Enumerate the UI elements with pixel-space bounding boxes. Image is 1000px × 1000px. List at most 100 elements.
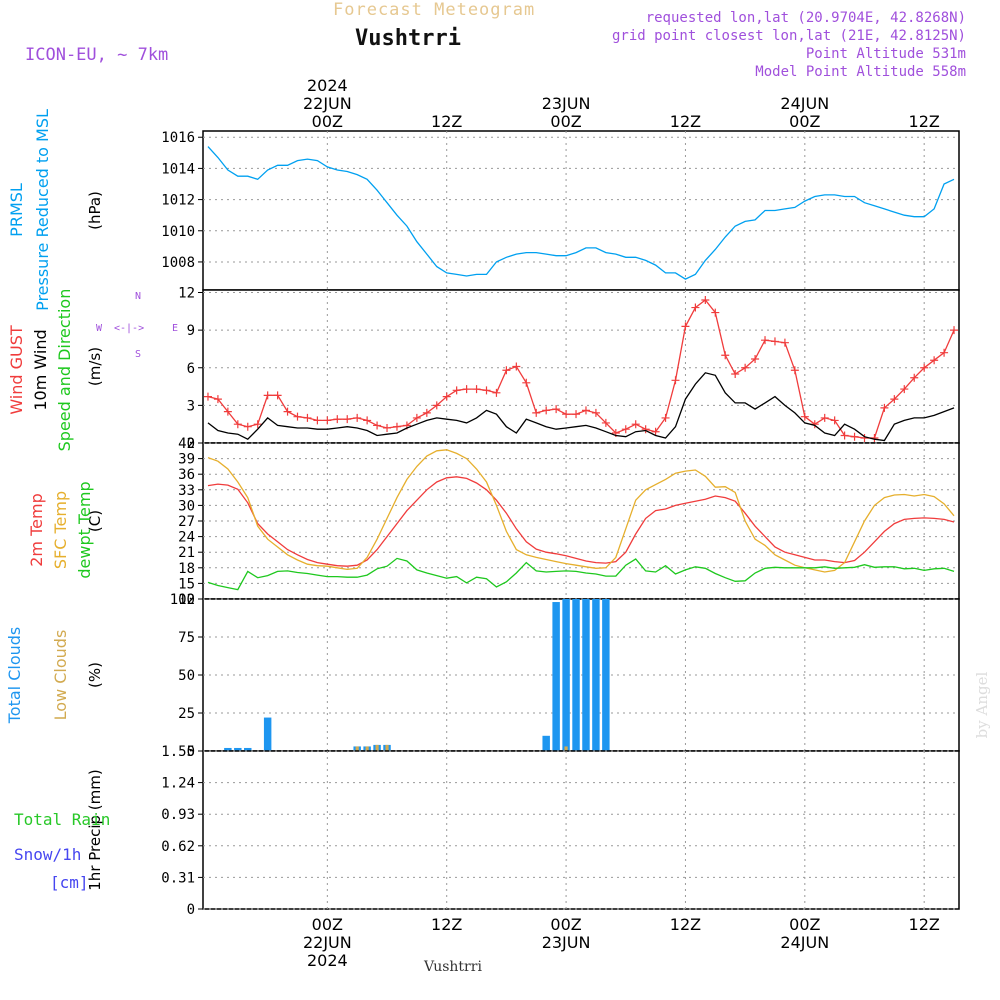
gust-marker bbox=[562, 410, 571, 419]
wind-compass-label: E bbox=[172, 323, 178, 334]
precip-tick-label: 0.62 bbox=[161, 839, 195, 855]
gust-marker bbox=[502, 366, 511, 375]
t2m-label: 2m Temp bbox=[27, 493, 46, 567]
gust-marker bbox=[283, 407, 292, 416]
gust-marker bbox=[353, 413, 362, 422]
gust-marker bbox=[790, 366, 799, 375]
clouds-tick-label: 75 bbox=[178, 630, 195, 646]
wind-series-0 bbox=[207, 299, 955, 439]
gust-marker bbox=[263, 391, 272, 400]
gust-marker bbox=[910, 373, 919, 382]
top-time-label: 12Z bbox=[909, 112, 940, 131]
clouds-bar bbox=[552, 602, 560, 751]
gust-marker bbox=[223, 407, 232, 416]
gust-marker bbox=[800, 412, 809, 421]
wind-compass-label: N bbox=[135, 291, 141, 302]
gust-marker bbox=[840, 431, 849, 440]
gust-marker bbox=[313, 416, 322, 425]
gust-marker bbox=[432, 401, 441, 410]
clouds-bar bbox=[564, 746, 568, 751]
grid-point-location: grid point closest lon,lat (21E, 42.8125… bbox=[611, 28, 966, 44]
pressure-ylabel: (hPa) bbox=[86, 191, 104, 230]
temperature-tick-label: 15 bbox=[178, 576, 195, 592]
clouds-bar bbox=[542, 735, 550, 751]
gust-marker bbox=[820, 413, 829, 422]
gust-marker bbox=[581, 406, 590, 415]
clouds-bar bbox=[224, 747, 232, 751]
gust-marker bbox=[323, 416, 332, 425]
top-time-label: 2024 bbox=[307, 76, 348, 95]
requested-location: requested lon,lat (20.9704E, 42.8268N) bbox=[645, 10, 966, 26]
temperature-tick-label: 39 bbox=[178, 452, 195, 468]
gust-marker bbox=[213, 395, 222, 404]
gust-marker bbox=[482, 386, 491, 395]
gust-marker bbox=[293, 412, 302, 421]
temperature-tick-label: 12 bbox=[178, 592, 195, 608]
bottom-time-label: 2024 bbox=[307, 951, 348, 970]
top-time-label: 00Z bbox=[550, 112, 581, 131]
sfc-temp-label: SFC Temp bbox=[51, 491, 70, 569]
bottom-time-label: 23JUN bbox=[542, 933, 591, 952]
gust-marker bbox=[392, 422, 401, 431]
precip-tick-label: 0.93 bbox=[161, 807, 195, 823]
pressure-frame bbox=[202, 130, 960, 291]
gust-marker bbox=[363, 416, 372, 425]
clouds-tick-label: 100 bbox=[170, 592, 195, 608]
wind-series-1 bbox=[207, 372, 955, 442]
gust-marker bbox=[711, 308, 720, 317]
pressure-tick-label: 1016 bbox=[161, 130, 195, 146]
gust-marker bbox=[641, 425, 650, 434]
model-name: ICON-EU, ~ 7km bbox=[25, 45, 169, 65]
gust-marker bbox=[661, 413, 670, 422]
gust-marker bbox=[671, 376, 680, 385]
total-clouds-label: Total Clouds bbox=[5, 627, 24, 725]
gust-marker bbox=[552, 405, 561, 414]
temperature-tick-label: 27 bbox=[178, 514, 195, 530]
clouds-bar bbox=[244, 747, 252, 751]
gust-marker bbox=[761, 336, 770, 345]
prmsl-label: PRMSL bbox=[7, 183, 26, 237]
gust-marker bbox=[273, 391, 282, 400]
precip-ylabel: 1hr Precip (mm) bbox=[86, 769, 104, 890]
gust-marker bbox=[701, 296, 710, 305]
gust-marker bbox=[920, 363, 929, 372]
gust-marker bbox=[512, 362, 521, 371]
gust-marker bbox=[830, 416, 839, 425]
gust-marker bbox=[741, 363, 750, 372]
wind-tick-label: 9 bbox=[187, 323, 195, 339]
bottom-time-label: 00Z bbox=[789, 915, 820, 934]
model-altitude: Model Point Altitude 558m bbox=[755, 64, 966, 80]
gust-marker bbox=[751, 354, 760, 363]
bottom-time-label: 00Z bbox=[550, 915, 581, 934]
gust-marker bbox=[462, 385, 471, 394]
temperature-series-1 bbox=[207, 449, 955, 573]
gust-marker bbox=[383, 423, 392, 432]
clouds-bar bbox=[602, 599, 610, 751]
gust-marker bbox=[243, 422, 252, 431]
temperature-tick-label: 21 bbox=[178, 545, 195, 561]
gust-marker bbox=[233, 420, 242, 429]
gust-marker bbox=[651, 427, 660, 436]
clouds-bar bbox=[263, 717, 272, 751]
top-time-label: 24JUN bbox=[780, 94, 829, 113]
pressure-panel: 1008 1010 1012 1014 1016 (hPa) bbox=[86, 130, 960, 291]
precip-tick-label: 0 bbox=[187, 902, 195, 918]
bottom-time-label: 12Z bbox=[431, 915, 462, 934]
gust-marker bbox=[333, 415, 342, 424]
gust-marker bbox=[850, 432, 859, 441]
gust-marker bbox=[930, 356, 939, 365]
gust-marker bbox=[422, 408, 431, 417]
temperature-tick-label: 24 bbox=[178, 530, 195, 546]
temperature-series-0 bbox=[207, 476, 955, 567]
wind-compass-label: <-|-> bbox=[114, 323, 144, 334]
temperature-tick-label: 18 bbox=[178, 561, 195, 577]
gust-marker bbox=[621, 425, 630, 434]
gust-marker bbox=[442, 392, 451, 401]
gust-marker bbox=[412, 413, 421, 422]
low-clouds-label: Low Clouds bbox=[51, 630, 70, 721]
temperature-tick-label: 33 bbox=[178, 483, 195, 499]
gust-marker bbox=[492, 388, 501, 397]
